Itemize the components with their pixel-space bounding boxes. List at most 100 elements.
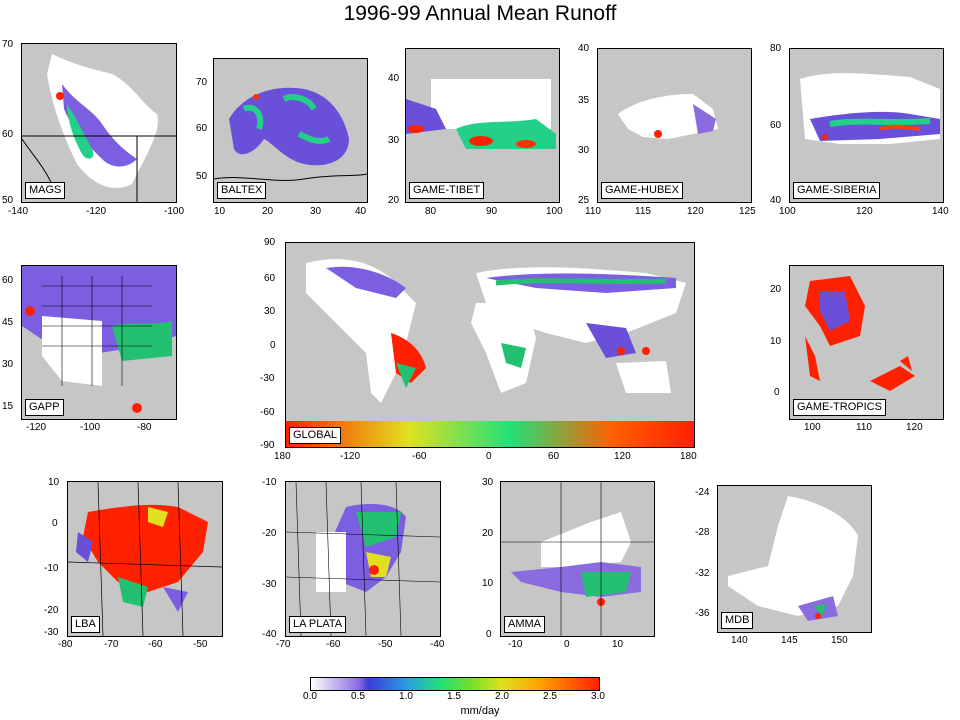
baltex-ytick: 50	[196, 171, 208, 182]
hubex-xtick: 115	[635, 206, 651, 217]
colorbar-tick: 2.5	[543, 691, 557, 702]
tropics-ytick: 0	[774, 387, 780, 398]
amma-ytick: 10	[482, 578, 494, 589]
amma-xtick: -10	[508, 639, 523, 650]
lba-ytick: -20	[44, 605, 59, 616]
global-xtick: 120	[614, 451, 631, 462]
hubex-xtick: 110	[585, 206, 601, 217]
global-ytick: 60	[264, 273, 276, 284]
gapp-ytick: 60	[2, 275, 14, 286]
colorbar-unit-label: mm/day	[460, 705, 500, 717]
laplata-ytick: -30	[262, 579, 277, 590]
global-ytick: 30	[264, 306, 276, 317]
global-ytick: -60	[260, 407, 275, 418]
global-ytick: 90	[264, 237, 276, 248]
mdb-xtick: 140	[731, 635, 748, 646]
tropics-ytick: 10	[770, 336, 782, 347]
mags-xtick: -100	[164, 206, 185, 217]
map-panel-mdb: MDB	[717, 485, 872, 633]
panel-label-gapp: GAPP	[25, 399, 64, 416]
mags-ytick: 60	[2, 129, 14, 140]
lba-xtick: -80	[58, 639, 73, 650]
map-panel-global: GLOBAL	[285, 242, 695, 448]
global-ytick: -90	[260, 440, 275, 451]
mdb-xtick: 145	[781, 635, 798, 646]
colorbar-tick: 1.0	[399, 691, 413, 702]
panel-label-game-tibet: GAME-TIBET	[409, 182, 485, 199]
lba-xtick: -70	[104, 639, 119, 650]
siberia-ytick: 80	[770, 43, 782, 54]
panel-label-game-hubex: GAME-HUBEX	[601, 182, 683, 199]
map-panel-game-hubex: GAME-HUBEX	[597, 48, 752, 203]
hubex-xtick: 120	[687, 206, 704, 217]
amma-xtick: 10	[612, 639, 624, 650]
mdb-xtick: 150	[831, 635, 848, 646]
amma-ytick: 0	[486, 629, 492, 640]
laplata-ytick: -20	[262, 528, 277, 539]
mags-ytick: 50	[2, 195, 14, 206]
colorbar-tick: 1.5	[447, 691, 461, 702]
panel-label-lba: LBA	[71, 616, 100, 633]
figure-title: 1996-99 Annual Mean Runoff	[343, 2, 617, 25]
map-panel-game-siberia: GAME-SIBERIA	[789, 48, 944, 203]
global-xtick: -60	[412, 451, 427, 462]
hubex-ytick: 25	[578, 195, 590, 206]
colorbar-tick: 0.0	[303, 691, 317, 702]
mags-xtick: -120	[86, 206, 107, 217]
map-panel-gapp: GAPP	[21, 265, 177, 420]
global-ytick: -30	[260, 373, 275, 384]
siberia-ytick: 60	[770, 120, 782, 131]
gapp-xtick: -100	[80, 422, 101, 433]
tibet-ytick: 40	[388, 73, 400, 84]
global-ytick: 0	[270, 340, 276, 351]
laplata-ytick: -10	[262, 477, 277, 488]
panel-label-mdb: MDB	[721, 612, 754, 629]
lba-ytick: -30	[44, 627, 59, 638]
lba-xtick: -50	[193, 639, 208, 650]
panel-label-game-tropics: GAME-TROPICS	[793, 399, 886, 416]
mags-ytick: 70	[2, 39, 14, 50]
global-xtick: 180	[274, 451, 291, 462]
baltex-ytick: 60	[196, 123, 208, 134]
tibet-ytick: 30	[388, 135, 400, 146]
tibet-xtick: 100	[546, 206, 563, 217]
amma-ytick: 30	[482, 477, 494, 488]
laplata-xtick: -50	[378, 639, 393, 650]
tibet-xtick: 90	[486, 206, 498, 217]
gapp-ytick: 30	[2, 359, 14, 370]
panel-label-mags: MAGS	[25, 182, 66, 199]
hubex-ytick: 35	[578, 95, 590, 106]
global-xtick: 0	[486, 451, 492, 462]
lba-ytick: 0	[52, 518, 58, 529]
tibet-ytick: 20	[388, 195, 400, 206]
map-panel-baltex: BALTEX	[213, 58, 368, 203]
baltex-xtick: 30	[310, 206, 322, 217]
colorbar	[310, 677, 600, 691]
baltex-ytick: 70	[196, 77, 208, 88]
panel-label-la-plata: LA PLATA	[289, 616, 347, 633]
panel-label-global: GLOBAL	[289, 427, 342, 444]
tropics-xtick: 110	[856, 422, 872, 433]
mdb-ytick: -32	[695, 568, 710, 579]
hubex-ytick: 40	[578, 43, 590, 54]
laplata-xtick: -40	[430, 639, 445, 650]
map-panel-la-plata: LA PLATA	[285, 481, 441, 637]
mdb-ytick: -24	[695, 487, 710, 498]
global-xtick: 180	[680, 451, 697, 462]
lba-xtick: -60	[148, 639, 163, 650]
colorbar-tick: 3.0	[591, 691, 605, 702]
panel-label-game-siberia: GAME-SIBERIA	[793, 182, 881, 199]
mdb-ytick: -36	[695, 608, 710, 619]
tropics-xtick: 100	[804, 422, 821, 433]
global-xtick: 60	[548, 451, 560, 462]
colorbar-tick: 2.0	[495, 691, 509, 702]
gapp-ytick: 15	[2, 401, 14, 412]
map-panel-lba: LBA	[67, 481, 223, 637]
gapp-xtick: -80	[137, 422, 152, 433]
panel-label-amma: AMMA	[504, 616, 545, 633]
panel-label-baltex: BALTEX	[217, 182, 267, 199]
colorbar-tick: 0.5	[351, 691, 365, 702]
tropics-xtick: 120	[906, 422, 923, 433]
amma-xtick: 0	[564, 639, 570, 650]
map-panel-game-tropics: GAME-TROPICS	[789, 265, 944, 420]
